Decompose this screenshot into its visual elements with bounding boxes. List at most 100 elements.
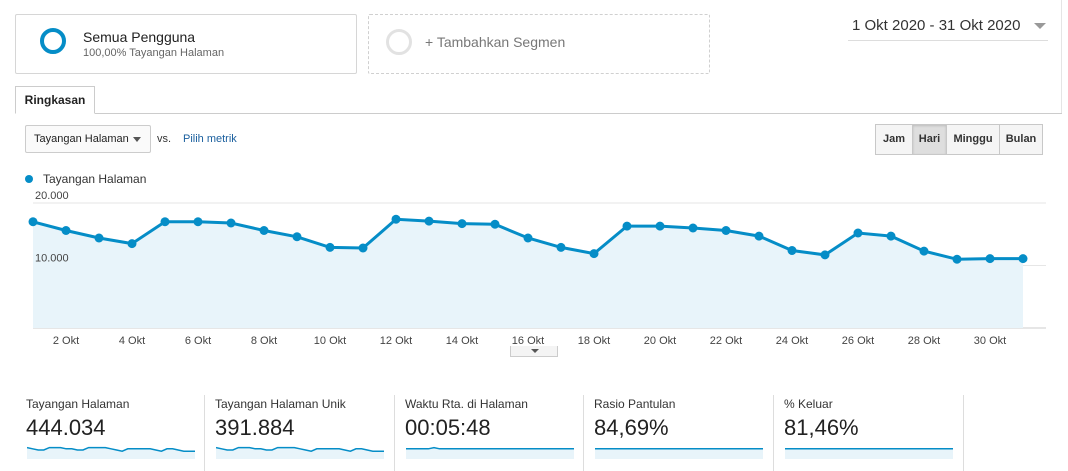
data-point[interactable] [952, 254, 962, 264]
sparkline-area [595, 448, 763, 459]
segment-title: Semua Pengguna [83, 29, 196, 45]
x-tick-label: 12 Okt [380, 335, 412, 347]
data-point[interactable] [424, 216, 434, 226]
data-point[interactable] [292, 232, 302, 242]
x-tick-label: 8 Okt [251, 335, 277, 347]
kpi-sparkline [785, 448, 953, 459]
data-point[interactable] [688, 223, 698, 233]
y-tick-label: 20.000 [35, 190, 69, 202]
granularity-month-button[interactable]: Bulan [999, 124, 1043, 155]
segment-all-users[interactable]: Semua Pengguna 100,00% Tayangan Halaman [15, 14, 357, 74]
empty-segment-ring-icon [386, 29, 412, 55]
data-point[interactable] [721, 226, 731, 235]
kpi-label: Rasio Pantulan [594, 397, 676, 411]
data-point[interactable] [886, 231, 896, 241]
segment-ring-icon [40, 28, 66, 54]
data-point[interactable] [391, 214, 401, 224]
granularity-day-button[interactable]: Hari [912, 124, 947, 155]
y-tick-label: 10.000 [35, 253, 69, 265]
vs-label: vs. [157, 133, 172, 145]
sparkline-line [216, 446, 384, 452]
pageviews-chart: 20.000 10.000 2 Okt 4 Okt 6 Okt 8 Okt 10 Okt 1… [28, 190, 1046, 347]
data-point[interactable] [523, 233, 533, 243]
data-point[interactable] [820, 250, 830, 260]
granularity-hour-button[interactable]: Jam [875, 124, 913, 155]
data-point[interactable] [985, 254, 995, 264]
kpi-divider [583, 395, 584, 471]
data-point[interactable] [160, 217, 170, 227]
kpi-sparkline [216, 446, 384, 459]
data-point[interactable] [94, 233, 104, 243]
x-tick-label: 20 Okt [644, 335, 676, 347]
sparkline-line [406, 446, 574, 450]
x-tick-label: 10 Okt [314, 335, 346, 347]
data-point[interactable] [226, 218, 236, 228]
data-point[interactable] [589, 249, 599, 259]
data-point[interactable] [259, 226, 269, 235]
kpi-sparkline [595, 448, 763, 459]
chart-expand-toggle[interactable] [510, 346, 558, 357]
x-tick-label: 18 Okt [578, 335, 610, 347]
x-tick-label: 24 Okt [776, 335, 808, 347]
sparkline-area [216, 447, 384, 459]
kpi-value: 444.034 [26, 415, 106, 440]
x-tick-label: 2 Okt [53, 335, 79, 347]
kpi-label: Waktu Rta. di Halaman [405, 397, 528, 411]
data-point[interactable] [127, 239, 137, 249]
kpi-value: 391.884 [215, 415, 295, 440]
kpi-value: 81,46% [784, 415, 859, 440]
kpi-value: 84,69% [594, 415, 669, 440]
caret-down-icon [531, 349, 539, 353]
data-point[interactable] [325, 242, 335, 252]
x-tick-label: 28 Okt [908, 335, 940, 347]
segment-subtitle: 100,00% Tayangan Halaman [83, 47, 225, 59]
caret-down-icon [133, 137, 141, 142]
series-area [33, 219, 1023, 328]
x-tick-label: 6 Okt [185, 335, 211, 347]
kpi-exit-rate[interactable]: % Keluar 81,46% [784, 395, 964, 471]
metric-dropdown[interactable]: Tayangan Halaman [25, 125, 151, 153]
data-point[interactable] [457, 219, 467, 229]
data-point[interactable] [1018, 254, 1028, 264]
kpi-label: Tayangan Halaman Unik [215, 397, 346, 411]
kpi-sparkline [406, 446, 574, 459]
date-range-picker[interactable]: 1 Okt 2020 - 31 Okt 2020 [852, 17, 1021, 34]
data-point[interactable] [655, 221, 665, 231]
kpi-pageviews[interactable]: Tayangan Halaman 444.034 [26, 395, 206, 471]
kpi-label: % Keluar [784, 397, 833, 411]
kpi-bounce-rate[interactable]: Rasio Pantulan 84,69% [594, 395, 774, 471]
add-segment-button[interactable]: + Tambahkan Segmen [368, 14, 710, 74]
kpi-avg-time-on-page[interactable]: Waktu Rta. di Halaman 00:05:48 [405, 395, 585, 471]
pick-metric-link[interactable]: Pilih metrik [183, 133, 237, 145]
panel-border [1061, 0, 1062, 114]
kpi-divider [773, 395, 774, 471]
kpi-divider [963, 395, 964, 471]
kpi-divider [394, 395, 395, 471]
legend-label[interactable]: Tayangan Halaman [43, 172, 147, 186]
data-point[interactable] [919, 246, 929, 256]
x-tick-label: 14 Okt [446, 335, 478, 347]
data-point[interactable] [61, 226, 71, 235]
sparkline-area [785, 448, 953, 459]
data-point[interactable] [787, 246, 797, 255]
granularity-week-button[interactable]: Minggu [946, 124, 1000, 155]
data-point[interactable] [193, 217, 203, 227]
kpi-label: Tayangan Halaman [26, 397, 130, 411]
data-point[interactable] [622, 221, 632, 231]
kpi-unique-pageviews[interactable]: Tayangan Halaman Unik 391.884 [215, 395, 395, 471]
tab-summary[interactable]: Ringkasan [15, 86, 95, 114]
data-point[interactable] [754, 231, 764, 241]
sparkline-area [27, 447, 195, 459]
kpi-sparkline [27, 446, 195, 459]
data-point[interactable] [556, 242, 566, 252]
data-point[interactable] [853, 228, 863, 238]
kpi-divider [204, 395, 205, 471]
x-tick-label: 22 Okt [710, 335, 742, 347]
sparkline-area [406, 447, 574, 459]
data-point[interactable] [490, 219, 500, 229]
metric-dropdown-value: Tayangan Halaman [34, 133, 129, 145]
legend-dot-icon [25, 175, 33, 183]
data-point[interactable] [358, 243, 368, 253]
data-point[interactable] [28, 217, 38, 227]
chevron-down-icon[interactable] [1034, 23, 1046, 29]
